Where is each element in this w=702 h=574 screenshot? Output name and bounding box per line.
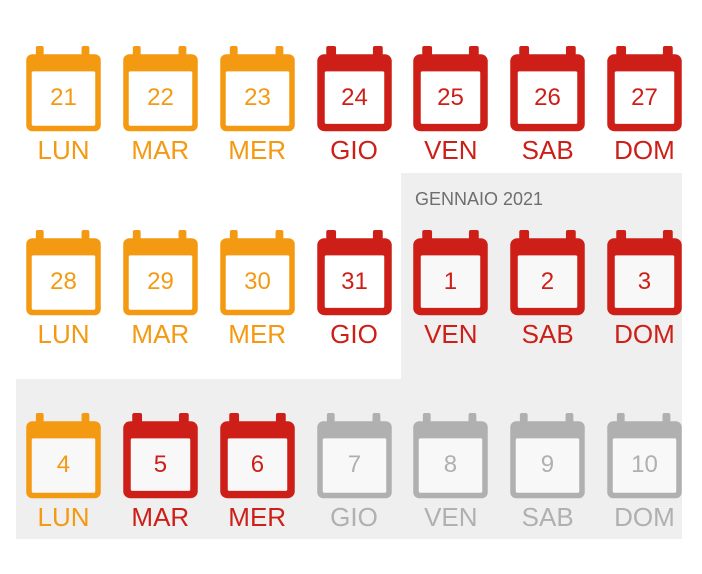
svg-text:5: 5 <box>154 451 167 478</box>
svg-text:3: 3 <box>638 268 651 295</box>
svg-text:29: 29 <box>147 268 174 295</box>
svg-text:25: 25 <box>437 84 464 111</box>
svg-text:8: 8 <box>444 451 457 478</box>
svg-text:31: 31 <box>341 268 368 295</box>
svg-text:23: 23 <box>244 84 271 111</box>
svg-text:10: 10 <box>631 451 658 478</box>
svg-text:7: 7 <box>347 451 360 478</box>
svg-text:26: 26 <box>534 84 561 111</box>
svg-text:24: 24 <box>341 84 368 111</box>
svg-text:9: 9 <box>541 451 554 478</box>
svg-text:22: 22 <box>147 84 174 111</box>
svg-text:21: 21 <box>50 84 77 111</box>
svg-text:28: 28 <box>50 268 77 295</box>
svg-text:1: 1 <box>444 268 457 295</box>
svg-text:6: 6 <box>250 451 263 478</box>
svg-text:2: 2 <box>541 268 554 295</box>
svg-text:4: 4 <box>57 451 70 478</box>
svg-text:30: 30 <box>244 268 271 295</box>
svg-text:27: 27 <box>631 84 658 111</box>
